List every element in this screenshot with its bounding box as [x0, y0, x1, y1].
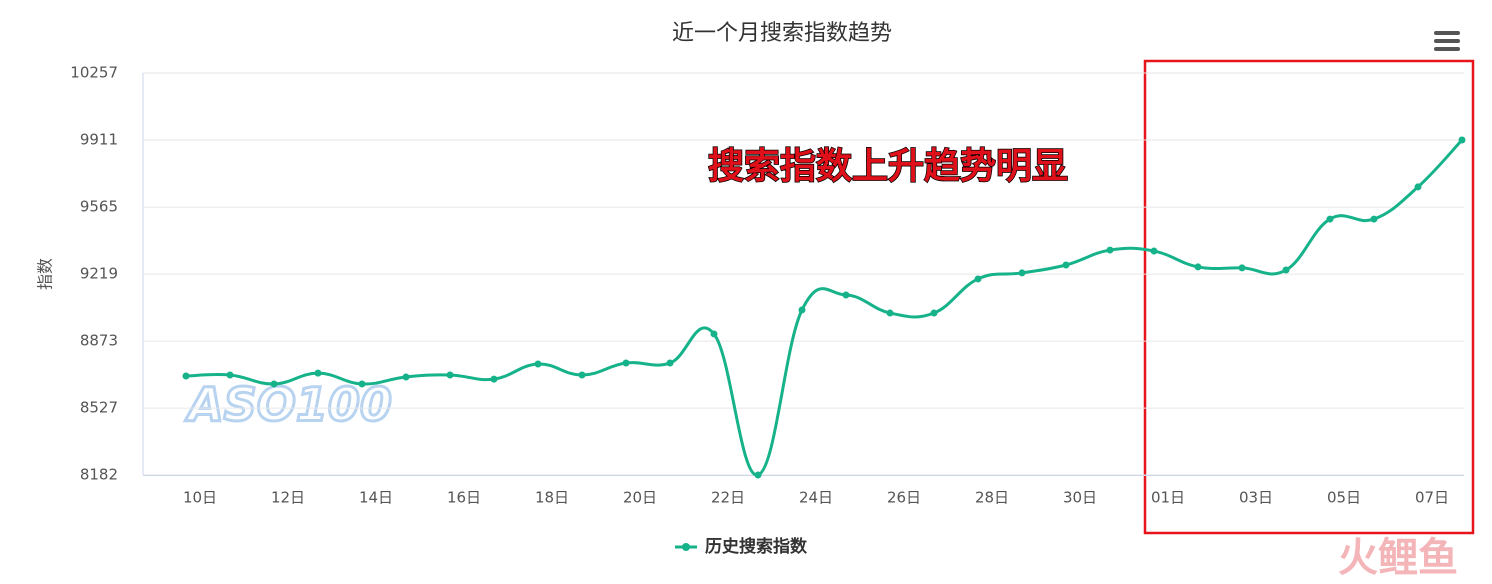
legend-marker	[682, 543, 690, 551]
point	[534, 360, 542, 368]
point	[930, 309, 938, 317]
chart-title: 近一个月搜索指数趋势	[672, 21, 892, 46]
x-tick-label: 22日	[711, 489, 745, 507]
point	[974, 275, 982, 283]
y-tick-label: 9565	[80, 198, 118, 216]
point	[754, 471, 762, 479]
point	[842, 291, 850, 299]
point	[490, 375, 498, 383]
point	[578, 371, 586, 379]
watermark: ASO100	[185, 378, 392, 432]
x-tick-label: 03日	[1239, 489, 1273, 507]
point	[314, 369, 322, 377]
point	[270, 380, 278, 388]
point	[886, 309, 894, 317]
y-tick-label: 10257	[70, 64, 118, 82]
x-tick-label: 28日	[975, 489, 1009, 507]
x-tick-label: 05日	[1327, 489, 1361, 507]
point	[446, 371, 454, 379]
point	[1062, 261, 1070, 269]
legend-label: 历史搜索指数	[705, 536, 808, 557]
point	[798, 306, 806, 314]
point	[1282, 266, 1290, 274]
menu-icon[interactable]	[1434, 31, 1460, 51]
y-tick-label: 9219	[80, 265, 118, 283]
point	[1458, 136, 1466, 144]
x-tick-label: 18日	[535, 489, 569, 507]
y-tick-label: 8527	[80, 399, 118, 417]
point	[1106, 246, 1114, 254]
y-axis-title: 指数	[36, 258, 55, 290]
highlight-box	[1143, 59, 1475, 535]
point	[182, 372, 190, 380]
x-tick-label: 16日	[447, 489, 481, 507]
point	[1414, 183, 1422, 191]
x-tick-label: 10日	[183, 489, 217, 507]
x-tick-label: 12日	[271, 489, 305, 507]
point	[1150, 247, 1158, 255]
y-tick-label: 9911	[80, 131, 118, 149]
x-tick-label: 24日	[799, 489, 833, 507]
x-tick-label: 20日	[623, 489, 657, 507]
point	[1370, 215, 1378, 223]
y-tick-label: 8873	[80, 332, 118, 350]
point	[402, 373, 410, 381]
annotation: 搜索指数上升趋势明显	[708, 146, 1068, 187]
point	[1194, 263, 1202, 271]
x-tick-label: 01日	[1151, 489, 1185, 507]
point	[226, 371, 234, 379]
point	[1326, 215, 1334, 223]
y-tick-label: 8182	[80, 466, 118, 484]
point	[1018, 269, 1026, 277]
logo: 火鲤鱼	[1338, 535, 1458, 581]
point	[710, 330, 718, 338]
x-tick-label: 07日	[1415, 489, 1449, 507]
x-tick-label: 30日	[1063, 489, 1097, 507]
point	[1238, 264, 1246, 272]
point	[622, 359, 630, 367]
point	[358, 380, 366, 388]
x-tick-label: 14日	[359, 489, 393, 507]
point	[666, 359, 674, 367]
x-tick-label: 26日	[887, 489, 921, 507]
